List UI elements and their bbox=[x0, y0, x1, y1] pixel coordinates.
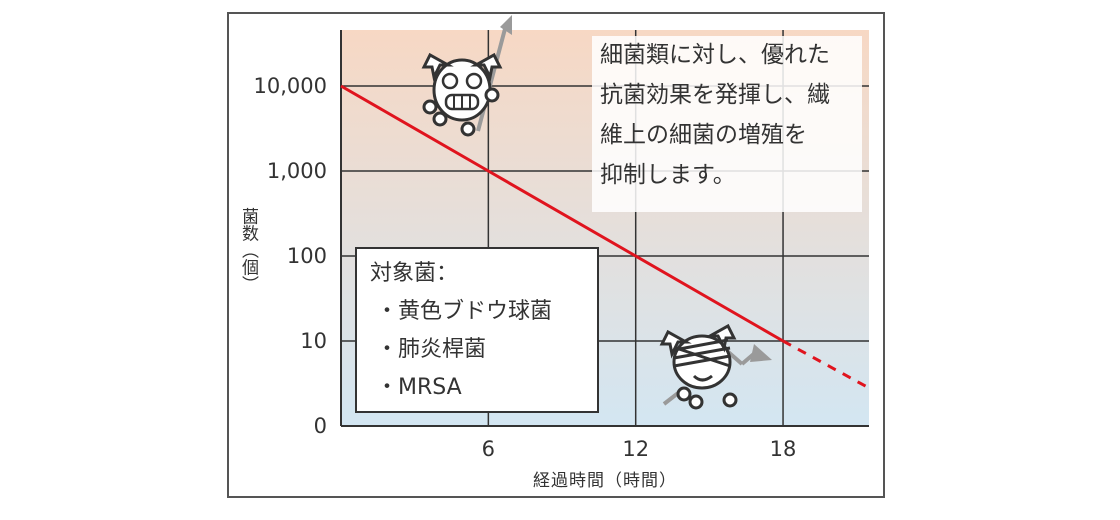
axes bbox=[340, 30, 869, 427]
trapped-germ-icon bbox=[659, 323, 772, 410]
happy-germ-icon bbox=[421, 15, 512, 137]
series-lines bbox=[340, 84, 870, 390]
legend-box: 対象菌： ・黄色ブドウ球菌 ・肺炎桿菌 ・MRSA bbox=[355, 247, 599, 413]
y-tick-label: 1,000 bbox=[267, 159, 327, 183]
y-tick-label: 10 bbox=[300, 329, 327, 353]
bacteria-count-line bbox=[340, 84, 784, 343]
y-tick-label: 100 bbox=[287, 244, 327, 268]
callout-line: 維上の細菌の増殖を bbox=[600, 122, 807, 148]
legend-item: ・肺炎桿菌 bbox=[376, 337, 486, 362]
callout-line: 抑制します。 bbox=[600, 162, 736, 188]
x-tick-label: 18 bbox=[770, 437, 797, 461]
legend-title: 対象菌： bbox=[370, 261, 458, 286]
x-axis-title: 経過時間（時間） bbox=[533, 471, 677, 491]
y-tick-labels: 0 10 100 1,000 10,000 bbox=[254, 74, 327, 438]
x-tick-label: 12 bbox=[622, 437, 649, 461]
callout-line: 抗菌効果を発揮し、繊 bbox=[600, 82, 830, 108]
y-axis-title: 菌数（個） bbox=[238, 207, 259, 292]
y-tick-label: 10,000 bbox=[254, 74, 327, 98]
x-tick-labels: 6 12 18 bbox=[482, 437, 797, 461]
callout-box: 細菌類に対し、優れた 抗菌効果を発揮し、繊 維上の細菌の増殖を 抑制します。 bbox=[592, 36, 862, 212]
x-tick-label: 6 bbox=[482, 437, 495, 461]
legend-item: ・MRSA bbox=[376, 375, 462, 400]
legend-item: ・黄色ブドウ球菌 bbox=[376, 299, 552, 324]
y-tick-label: 0 bbox=[314, 414, 327, 438]
callout-line: 細菌類に対し、優れた bbox=[600, 42, 830, 68]
